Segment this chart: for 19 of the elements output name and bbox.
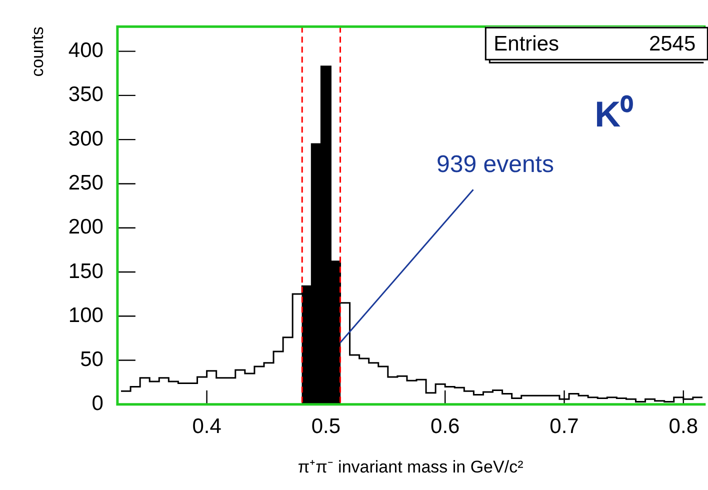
y-tick-label: 400 bbox=[68, 39, 104, 62]
x-tick-label: 0.5 bbox=[311, 414, 341, 438]
x-tick-label: 0.8 bbox=[668, 414, 698, 438]
y-tick-label: 100 bbox=[68, 304, 104, 327]
y-tick-label: 200 bbox=[68, 216, 104, 239]
annotation: 939 events bbox=[436, 151, 554, 178]
y-tick-label: 150 bbox=[68, 260, 104, 283]
y-tick-label: 0 bbox=[92, 392, 104, 416]
y-tick-label: 50 bbox=[80, 348, 104, 372]
y-tick-label: 300 bbox=[68, 127, 104, 150]
y-axis-title: counts bbox=[28, 26, 47, 77]
annotation: K⁰ bbox=[594, 94, 634, 135]
y-tick-label: 250 bbox=[68, 172, 104, 195]
text: Entries 2545 bbox=[494, 32, 696, 56]
x-axis-title: π⁺π⁻ invariant mass in GeV/c² bbox=[298, 457, 524, 476]
x-tick-label: 0.4 bbox=[192, 414, 222, 438]
x-tick-label: 0.6 bbox=[430, 414, 460, 438]
x-tick-label: 0.7 bbox=[550, 414, 579, 438]
y-tick-label: 350 bbox=[68, 83, 104, 106]
